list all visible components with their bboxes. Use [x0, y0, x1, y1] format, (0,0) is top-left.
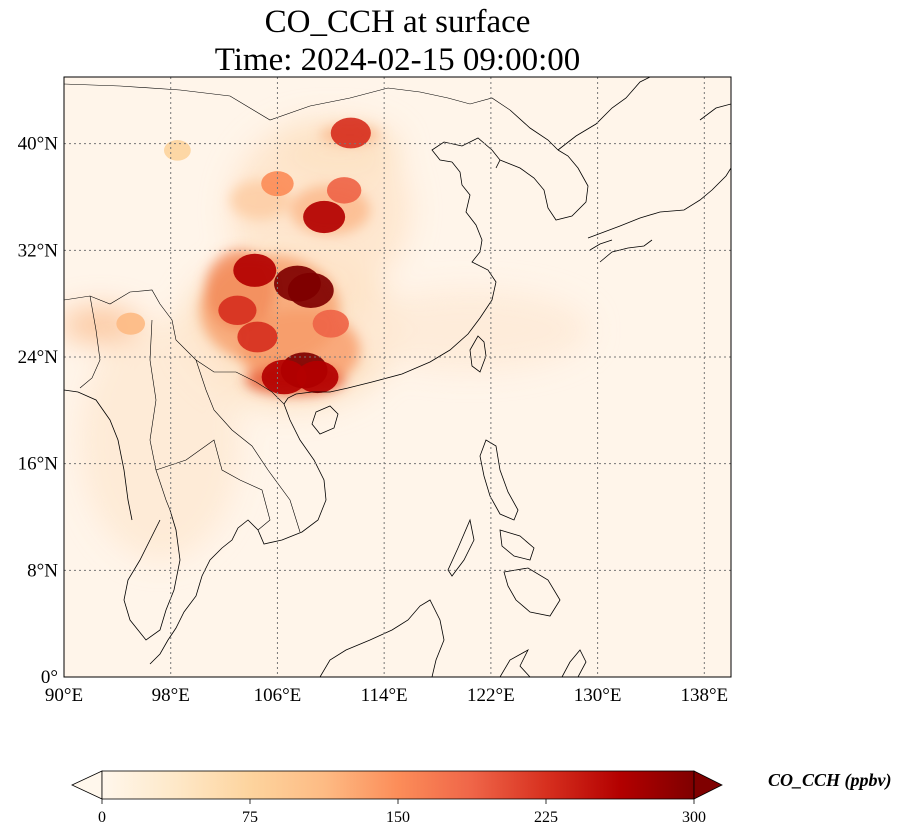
plume-hotspot: [116, 312, 146, 335]
colorbar-extend-max: [693, 770, 723, 800]
luzon-coastline: [479, 439, 519, 521]
concentration-field: [64, 117, 590, 560]
plume-hotspot: [326, 177, 362, 204]
hainan-coastline: [311, 405, 339, 435]
plume-hotspots: [116, 117, 371, 395]
lon-tick-label: 106°E: [254, 685, 302, 706]
plume-hotspot: [312, 309, 349, 338]
bohai-coastline: [431, 137, 501, 169]
colorbar: 0 75 150 225 300: [71, 770, 723, 826]
japan-coastline: [587, 167, 731, 263]
colorbar-tick-label: 0: [98, 809, 106, 826]
plume-hotspot: [237, 321, 278, 353]
china-coastline: [283, 161, 497, 405]
colorbar-tick-label: 300: [682, 809, 706, 826]
plume-hotspot: [330, 117, 371, 149]
colorbar-label: CO_CCH (ppbv): [768, 770, 892, 790]
coastlines: [64, 77, 731, 677]
mindanao-coastline: [503, 567, 561, 617]
map-frame: [63, 76, 732, 678]
east-islands-coastline: [561, 649, 587, 677]
lon-tick-label: 98°E: [152, 685, 190, 706]
plume-hotspot: [296, 360, 339, 394]
myanmar-coastline: [64, 389, 133, 521]
sulawesi-coastline: [499, 649, 531, 677]
taiwan-coastline: [469, 335, 487, 373]
borneo-coastline: [319, 599, 445, 677]
lon-tick-label: 130°E: [574, 685, 622, 706]
lon-tick-label: 138°E: [680, 685, 728, 706]
lat-tick-label: 40°N: [18, 134, 59, 155]
lat-tick-label: 8°N: [27, 560, 58, 581]
background-haze: [64, 120, 590, 560]
plume-hotspot: [303, 200, 346, 234]
colorbar-tick-label: 150: [386, 809, 410, 826]
plume-hotspot: [287, 272, 334, 308]
lat-tick-label: 32°N: [18, 240, 59, 261]
colorbar-extend-min: [71, 770, 103, 800]
country-borders: [64, 83, 511, 533]
plume-hotspot: [233, 253, 277, 287]
malay-coastline: [123, 509, 181, 641]
lat-tick-label: 16°N: [18, 454, 59, 475]
myanmar-thailand-border: [149, 319, 171, 511]
russia-coastline: [557, 77, 651, 151]
hokkaido-coastline: [699, 103, 731, 121]
map-time-subtitle: Time: 2024-02-15 09:00:00: [214, 42, 581, 78]
lat-tick-label: 24°N: [18, 347, 59, 368]
china-southwest-border: [64, 289, 285, 405]
colorbar-ticks: 0 75 150 225 300: [98, 799, 706, 826]
map-title: CO_CCH at surface: [264, 4, 531, 40]
china-mongolia-border: [64, 83, 511, 121]
korea-coastline: [499, 149, 589, 221]
lon-tick-label: 114°E: [361, 685, 408, 706]
colorbar-bar: [101, 770, 695, 800]
thailand-cambodia-border: [155, 439, 271, 531]
plume-hotspot: [261, 359, 307, 395]
india-myanmar-border: [79, 295, 101, 389]
lon-tick-label: 122°E: [467, 685, 515, 706]
tick-labels: 90°E 98°E 106°E 114°E 122°E 130°E 138°E 0° 8°N 16…: [18, 134, 729, 706]
laos-vietnam-border: [195, 359, 301, 533]
korea-border: [509, 109, 559, 151]
visayas-coastline: [447, 518, 535, 577]
lon-tick-label: 90°E: [45, 685, 83, 706]
indochina-coastline: [149, 403, 327, 665]
colorbar-tick-label: 225: [534, 809, 558, 826]
plume-hotspot: [218, 295, 257, 326]
plume-hotspot: [164, 140, 191, 161]
map-figure: 90°E 98°E 106°E 114°E 122°E 130°E 138°E 0° 8°N 16…: [18, 76, 732, 706]
lat-tick-label: 0°: [41, 667, 58, 688]
colorbar-tick-label: 75: [242, 809, 258, 826]
